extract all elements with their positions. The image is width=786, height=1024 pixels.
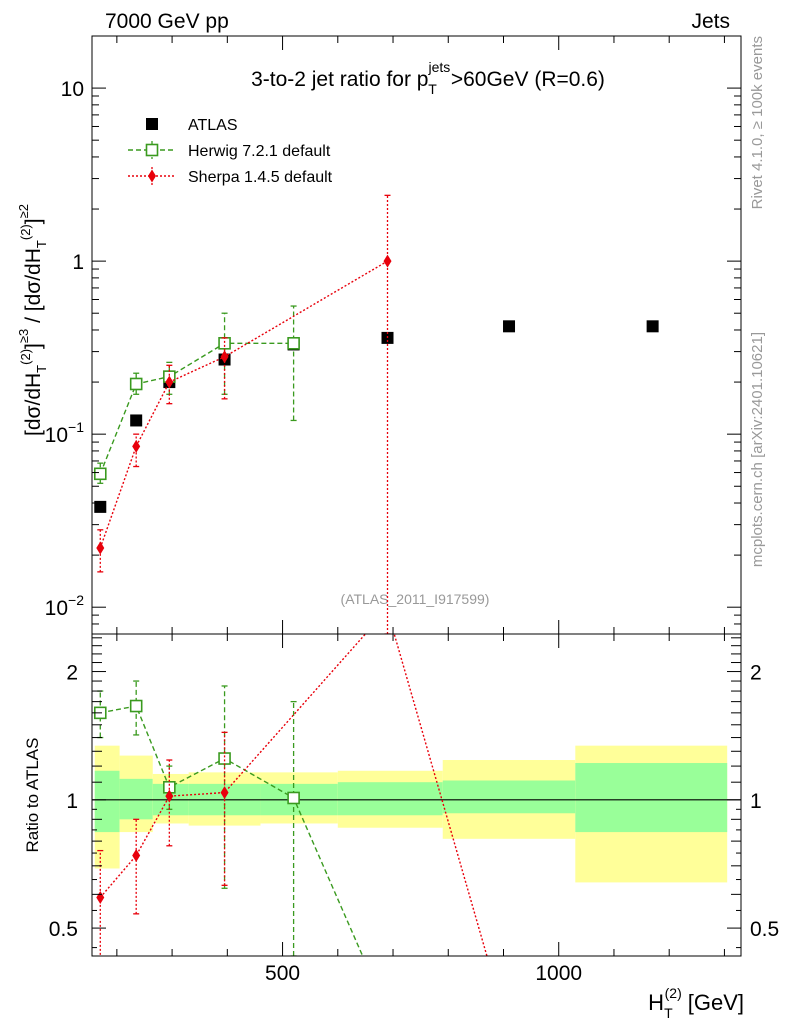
sherpa-point bbox=[383, 254, 392, 268]
rivet-label: Rivet 4.1.0, ≥ 100k events bbox=[749, 36, 766, 209]
atlas-point bbox=[646, 320, 659, 333]
x-axis-label-main: H bbox=[648, 990, 664, 1015]
herwig-line bbox=[99, 342, 294, 475]
sherpa-point bbox=[220, 350, 229, 364]
herwig-ratio-point bbox=[218, 752, 231, 765]
main-plot-area bbox=[93, 194, 659, 634]
atlas-point bbox=[130, 414, 143, 427]
ratio-y-axis-label: Ratio to ATLAS bbox=[23, 738, 42, 853]
main-y-tick-label: 1 bbox=[72, 251, 84, 274]
herwig-point bbox=[93, 467, 107, 481]
uncertainty-band-inner bbox=[119, 778, 153, 820]
uncertainty-band-inner bbox=[94, 770, 120, 833]
sherpa-line bbox=[99, 260, 388, 549]
x-axis-label-sup: (2) bbox=[665, 985, 682, 1001]
legend-herwig-marker bbox=[145, 143, 159, 157]
ratio-plot-area bbox=[92, 634, 741, 956]
ratio-y-tick-label-right: 2 bbox=[750, 662, 762, 685]
main-title: 3-to-2 jet ratio for pjets T >60GeV (R=0.6… bbox=[251, 59, 605, 97]
herwig-ratio-point bbox=[287, 791, 300, 805]
ratio-y-tick-label-left: 1 bbox=[66, 790, 78, 813]
main-y-axis-label: [dσ/dHT(2)]≥3 / [dσ/dHT(2)]≥2 bbox=[16, 204, 49, 436]
legend-atlas-marker bbox=[146, 118, 158, 130]
herwig-ratio-point bbox=[129, 699, 143, 713]
herwig-point bbox=[218, 337, 231, 350]
sherpa-point bbox=[165, 375, 174, 389]
atlas-point bbox=[94, 500, 107, 513]
main-title-main: 3-to-2 jet ratio for p bbox=[251, 68, 428, 91]
x-axis-label: HT (2) [GeV] bbox=[648, 985, 744, 1021]
analysis-label: (ATLAS_2011_I917599) bbox=[341, 591, 490, 607]
mcplots-label: mcplots.cern.ch [arXiv:2401.10621] bbox=[749, 332, 766, 567]
ratio-ticks: 0.5 0.5 1 1 2 2 500 1000 bbox=[49, 634, 779, 985]
legend: ATLAS Herwig 7.2.1 default Sherpa 1.4.5 de… bbox=[128, 117, 333, 186]
atlas-point bbox=[503, 320, 516, 333]
sherpa-ratio-point bbox=[165, 789, 174, 803]
sherpa-point bbox=[132, 439, 141, 453]
ratio-y-tick-label-right: 1 bbox=[750, 790, 762, 813]
uncertainty-band-inner bbox=[442, 780, 576, 814]
sherpa-ratio-point bbox=[220, 786, 229, 800]
herwig-point bbox=[129, 377, 143, 391]
ratio-y-tick-label-left: 0.5 bbox=[49, 918, 78, 941]
sherpa-ratio-point bbox=[132, 849, 141, 863]
main-title-sup: jets bbox=[427, 59, 450, 75]
ratio-y-tick-label-left: 2 bbox=[66, 662, 78, 685]
sherpa-ratio-point bbox=[96, 890, 105, 904]
main-y-tick-label: 10−1 bbox=[45, 419, 85, 447]
main-y-tick-label: 10−2 bbox=[45, 592, 85, 620]
ratio-series-layer bbox=[92, 634, 741, 956]
x-tick-label: 1000 bbox=[535, 962, 582, 985]
ratio-panel: 0.5 0.5 1 1 2 2 500 1000 bbox=[49, 633, 779, 985]
main-y-tick-label: 10 bbox=[61, 78, 84, 101]
x-axis-label-tail: [GeV] bbox=[688, 990, 744, 1015]
main-title-tail: >60GeV (R=0.6) bbox=[451, 68, 605, 91]
x-tick-label: 500 bbox=[265, 962, 300, 985]
uncertainty-band-inner bbox=[575, 763, 728, 833]
main-series-layer bbox=[93, 194, 659, 634]
legend-atlas-label: ATLAS bbox=[188, 117, 238, 134]
main-panel: ATLAS Herwig 7.2.1 default Sherpa 1.4.5 de… bbox=[45, 35, 742, 635]
legend-sherpa-marker bbox=[148, 169, 156, 183]
legend-sherpa-label: Sherpa 1.4.5 default bbox=[188, 169, 333, 186]
ratio-frame bbox=[91, 633, 742, 957]
sherpa-point bbox=[96, 541, 105, 555]
main-title-sub: T bbox=[428, 81, 437, 97]
herwig-ratio-line bbox=[100, 705, 364, 956]
header-right: Jets bbox=[691, 10, 730, 33]
herwig-point bbox=[287, 337, 300, 350]
header-left: 7000 GeV pp bbox=[105, 10, 229, 33]
x-axis-label-sub: T bbox=[664, 1005, 673, 1021]
uncertainty-band-inner bbox=[337, 782, 443, 816]
ratio-y-tick-label-right: 0.5 bbox=[750, 918, 779, 941]
main-y-ticks: 10−2 10−1 1 10 bbox=[45, 35, 741, 635]
legend-herwig-label: Herwig 7.2.1 default bbox=[188, 143, 331, 160]
